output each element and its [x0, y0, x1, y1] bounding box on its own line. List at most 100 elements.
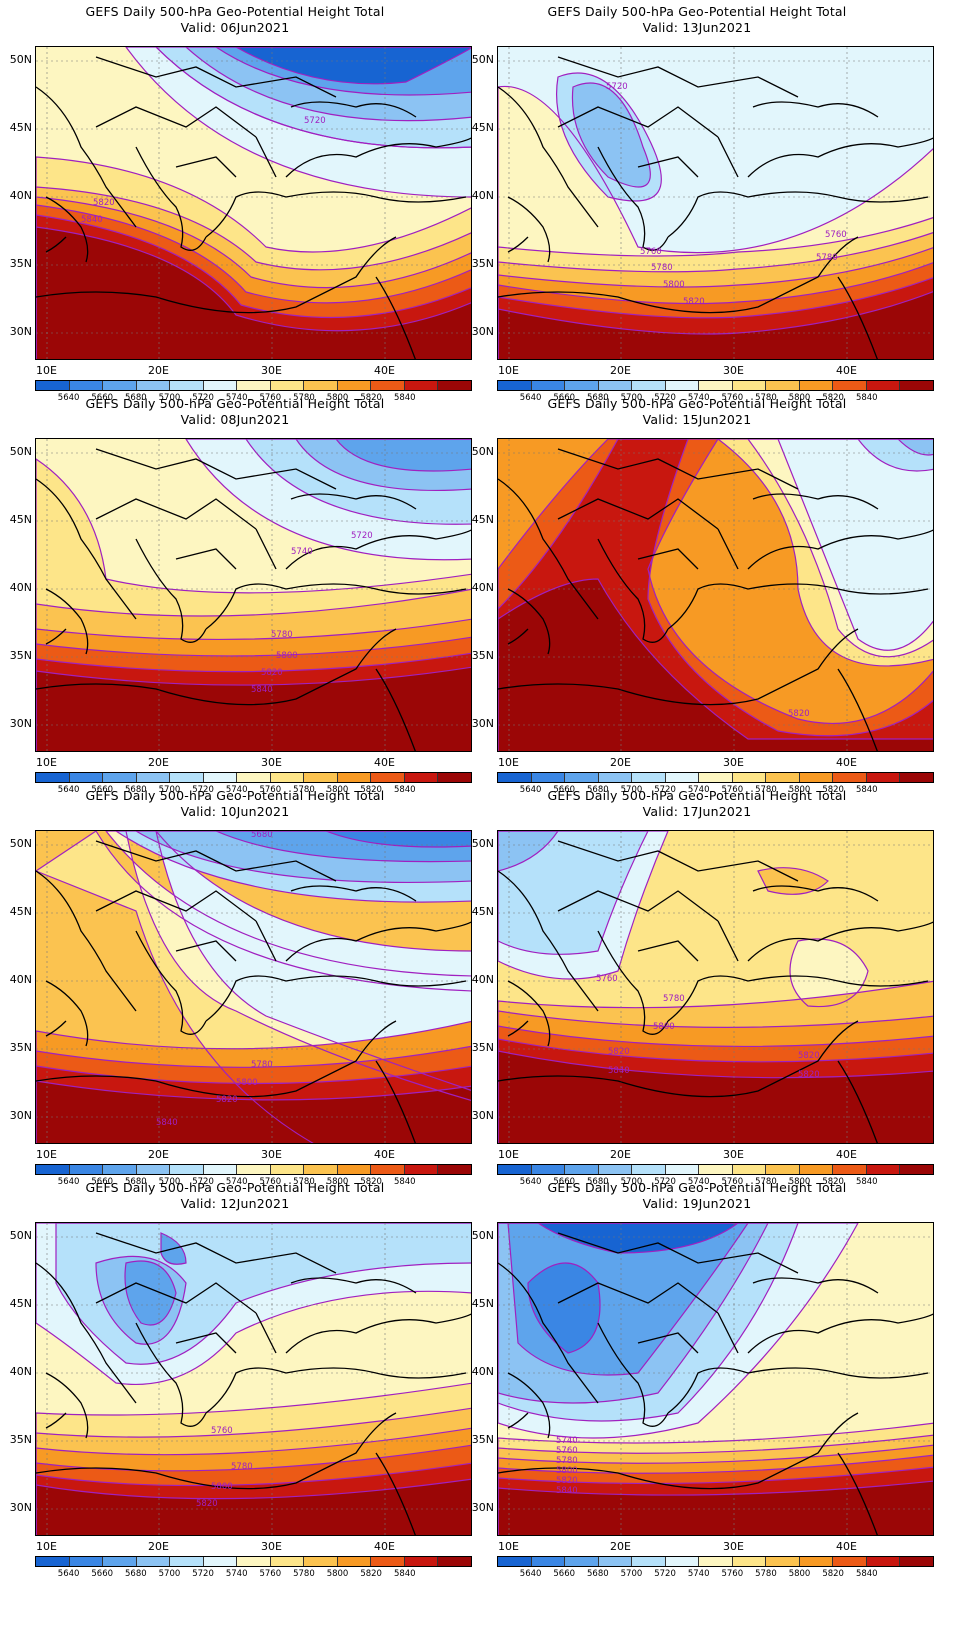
- colorbar: [35, 772, 472, 783]
- colorbar-swatch: [833, 1165, 867, 1174]
- contour-label: 5740: [291, 547, 313, 557]
- latitude-label: 40N: [471, 973, 494, 986]
- contour-line: [527, 1262, 601, 1354]
- colorbar-swatch: [438, 1165, 471, 1174]
- height-band: [236, 47, 471, 84]
- colorbar-label: 5760: [721, 1569, 744, 1579]
- height-band: [36, 1081, 471, 1143]
- coastline-border: [175, 1332, 237, 1354]
- colorbar-swatch: [766, 381, 800, 390]
- colorbar-label: 5800: [788, 1177, 811, 1187]
- coastline-border: [255, 136, 277, 178]
- colorbar-label: 5840: [393, 1569, 416, 1579]
- colorbar-swatch: [103, 1557, 137, 1566]
- coastline-border: [498, 86, 599, 228]
- colorbar-label: 5840: [855, 1177, 878, 1187]
- colorbar-swatch: [337, 1557, 372, 1566]
- contour-label: 5760: [556, 1446, 578, 1456]
- coastline-border: [507, 980, 551, 1047]
- coastline-border: [36, 870, 137, 1012]
- height-band: [498, 291, 933, 359]
- colorbar-label: 5740: [687, 1177, 710, 1187]
- colorbar-swatch: [270, 381, 305, 390]
- colorbar-label: 5700: [158, 393, 181, 403]
- colorbar-swatch: [565, 1165, 599, 1174]
- coastline-border: [36, 86, 137, 228]
- longitude-label: 30E: [723, 1148, 744, 1161]
- height-map: 5680 5780 5800 5820 5840: [35, 830, 472, 1144]
- height-map: 5720 5760 5780 5800 5820 5760 5780: [497, 46, 934, 360]
- colorbar-label: 5840: [855, 393, 878, 403]
- colorbar-swatch: [270, 1557, 305, 1566]
- colorbar-swatch: [665, 773, 700, 782]
- colorbar-swatch: [170, 1557, 204, 1566]
- contour-line: [717, 439, 933, 667]
- colorbar-swatch: [632, 773, 666, 782]
- contour-label: 5720: [606, 82, 628, 92]
- colorbar-label: 5720: [654, 393, 676, 403]
- colorbar-swatch: [136, 381, 171, 390]
- coastline-border: [36, 478, 137, 620]
- colorbar-label: 5640: [57, 393, 80, 403]
- colorbar-label: 5660: [553, 1569, 576, 1579]
- contour-line: [498, 1444, 933, 1535]
- coastline-border: [507, 588, 551, 655]
- colorbar-swatch: [766, 1557, 800, 1566]
- coastline-border: [290, 1277, 417, 1294]
- coastline-border: [752, 493, 879, 510]
- coastline-border: [205, 583, 467, 630]
- colorbar-label: 5800: [326, 1569, 349, 1579]
- contour-line: [498, 1466, 933, 1535]
- contour-line: [498, 980, 933, 1143]
- contour-line: [36, 1462, 471, 1535]
- coastline-border: [507, 1020, 529, 1037]
- colorbar-swatch: [833, 381, 867, 390]
- colorbar-label: 5640: [519, 1177, 542, 1187]
- colorbar-swatch: [632, 381, 666, 390]
- colorbar-swatch: [136, 1557, 171, 1566]
- colorbar-label: 5820: [360, 785, 382, 795]
- colorbar-swatch: [69, 1165, 104, 1174]
- colorbar-swatch: [237, 1557, 271, 1566]
- colorbar-swatch: [270, 1165, 305, 1174]
- colorbar-swatch: [565, 773, 599, 782]
- colorbar-label: 5760: [259, 393, 282, 403]
- colorbar-label: 5780: [293, 785, 315, 795]
- colorbar-label: 5640: [57, 785, 80, 795]
- height-map: 5740 5760 5780 5800 5820 5840: [497, 1222, 934, 1536]
- contour-line: [36, 1223, 471, 1385]
- colorbar-swatch: [866, 773, 901, 782]
- colorbar-swatch: [699, 381, 733, 390]
- panel-valid-date: Valid: 06Jun2021: [180, 20, 290, 35]
- height-band: [790, 939, 868, 1007]
- colorbar-swatch: [304, 1165, 338, 1174]
- colorbar-swatch: [371, 381, 405, 390]
- coastline-border: [507, 1412, 529, 1429]
- colorbar-swatch: [900, 773, 933, 782]
- latitude-label: 35N: [471, 649, 494, 662]
- panel-title-text: GEFS Daily 500-hPa Geo-Potential Height …: [547, 788, 847, 803]
- contour-line: [498, 1422, 933, 1535]
- colorbar-label: 5840: [393, 1177, 416, 1187]
- contour-line: [335, 439, 471, 472]
- latitude-label: 40N: [9, 1365, 32, 1378]
- latitude-label: 30N: [471, 717, 494, 730]
- colorbar-swatch: [136, 1165, 171, 1174]
- contour-label: 5820: [216, 1095, 238, 1105]
- coastline-border: [667, 583, 929, 630]
- colorbar-swatch: [304, 1557, 338, 1566]
- colorbar-swatch: [337, 773, 372, 782]
- coastline-border: [637, 940, 699, 962]
- latitude-label: 30N: [9, 717, 32, 730]
- colorbar-label: 5800: [788, 785, 811, 795]
- colorbar-swatch: [337, 381, 372, 390]
- coastline-border: [752, 885, 879, 902]
- colorbar-label: 5760: [721, 785, 744, 795]
- coastline-border: [717, 528, 739, 570]
- colorbar: [35, 1164, 472, 1175]
- colorbar-swatch: [36, 381, 70, 390]
- latitude-label: 50N: [9, 837, 32, 850]
- coastline-border: [747, 921, 933, 962]
- panel-title: GEFS Daily 500-hPa Geo-Potential Height …: [0, 396, 470, 428]
- contour-line: [36, 226, 471, 359]
